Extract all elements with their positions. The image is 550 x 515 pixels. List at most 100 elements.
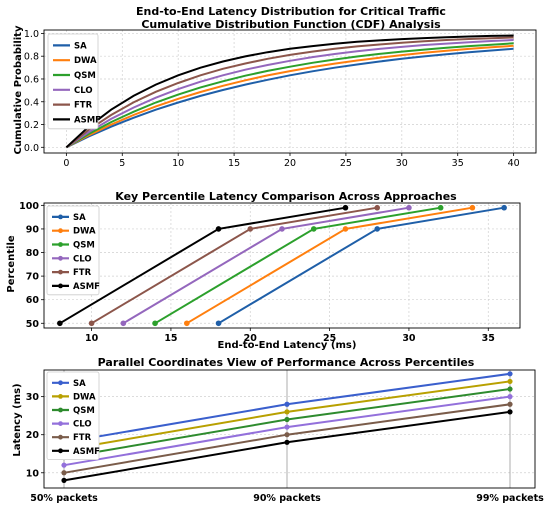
legend-label-ftr: FTR (73, 268, 92, 278)
percentile-point-qsm (310, 226, 317, 232)
percentile-line-dwa (186, 206, 473, 325)
y-tick-label: 90 (26, 224, 40, 235)
parallel-point-qsm (284, 416, 290, 423)
percentile-point-sa (501, 204, 507, 211)
x-tick-label: 5 (119, 158, 125, 169)
y-tick-label: 80 (26, 248, 40, 259)
percentile-point-clo (120, 320, 127, 327)
percentile-xlabel: End-to-End Latency (ms) (218, 340, 357, 351)
x-tick-label: 0 (63, 158, 69, 169)
parallel-point-sa (284, 401, 290, 407)
parallel-point-clo (61, 462, 67, 468)
y-tick-label: 60 (26, 295, 40, 306)
percentile-point-sa (215, 320, 222, 327)
parallel-ylabel: Latency (ms) (12, 383, 23, 456)
y-tick-label: 1.0 (24, 29, 39, 40)
legend-marker-clo (58, 421, 63, 426)
legend-label-qsm: QSM (73, 406, 95, 416)
legend-label-dwa: DWA (73, 227, 96, 237)
percentile-point-dwa (184, 320, 190, 327)
x-tick-label: 10 (172, 158, 184, 169)
legend-label-ftr: FTR (73, 433, 92, 443)
y-tick-label: 30 (26, 392, 40, 403)
x-tick-label: 15 (164, 333, 177, 344)
cdf-line-clo (65, 39, 514, 149)
percentile-point-sa (374, 226, 381, 232)
y-tick-label: 0.8 (24, 52, 39, 63)
legend-label-clo: CLO (73, 254, 92, 264)
plot-frame (43, 202, 521, 329)
parallel-point-qsm (507, 386, 513, 392)
parallel-point-dwa (507, 378, 513, 385)
percentile-point-clo (279, 226, 285, 232)
legend-label-clo: CLO (74, 86, 93, 96)
x-tick-label: 10 (85, 333, 99, 344)
legend-marker-asmf (58, 283, 63, 289)
x-tick-label: 35 (452, 158, 464, 169)
percentile-point-dwa (342, 226, 349, 232)
percentile-point-clo (406, 204, 412, 211)
x-tick-label: 20 (244, 333, 258, 344)
cdf-subtitle: Cumulative Distribution Function (CDF) A… (141, 18, 441, 31)
legend-label-sa: SA (73, 213, 86, 223)
percentile-point-dwa (469, 204, 476, 211)
y-tick-label: 10 (26, 468, 40, 479)
parallel-point-asmf (284, 439, 290, 445)
cdf-line-dwa (65, 44, 514, 149)
parallel-point-asmf (507, 409, 513, 415)
x-tick-label: 25 (340, 158, 352, 169)
y-tick-label: 0.4 (24, 97, 39, 108)
category-label: 99% packets (476, 493, 544, 504)
percentile-point-ftr (247, 226, 254, 232)
x-tick-label: 30 (402, 333, 416, 344)
legend-label-clo: CLO (73, 420, 92, 430)
plot-frame (43, 369, 536, 489)
percentile-point-asmf (342, 204, 349, 211)
y-tick-label: 0.6 (24, 74, 39, 85)
cdf-line-asmf (65, 34, 514, 149)
y-tick-label: 20 (26, 430, 40, 441)
legend-label-dwa: DWA (73, 392, 96, 402)
y-tick-label: 50 (26, 319, 40, 330)
percentile-point-asmf (215, 226, 222, 232)
legend-marker-qsm (58, 407, 63, 413)
legend-label-sa: SA (74, 41, 87, 51)
x-tick-label: 25 (323, 333, 336, 344)
legend-label-asmf: ASMF (74, 115, 101, 125)
plot-frame (43, 29, 537, 154)
percentile-point-ftr (374, 204, 381, 211)
percentile-title: Key Percentile Latency Comparison Across… (115, 190, 457, 203)
percentile-ylabel: Percentile (6, 235, 17, 293)
legend-marker-dwa (58, 394, 63, 399)
legend-marker-qsm (58, 242, 63, 247)
parallel-point-clo (284, 424, 290, 430)
parallel-point-sa (507, 371, 513, 377)
parallel-point-dwa (284, 409, 290, 415)
x-tick-label: 20 (284, 158, 296, 169)
x-tick-label: 35 (482, 333, 495, 344)
percentile-line-sa (217, 206, 505, 325)
cdf-title: End-to-End Latency Distribution for Crit… (136, 5, 446, 18)
category-label: 50% packets (30, 493, 98, 504)
cdf-line-ftr (65, 36, 514, 149)
percentile-point-ftr (88, 320, 95, 327)
y-tick-label: 0.0 (24, 143, 39, 154)
legend-marker-dwa (58, 228, 63, 234)
legend-label-sa: SA (73, 379, 86, 389)
legend-label-qsm: QSM (73, 241, 95, 251)
legend-marker-ftr (58, 434, 63, 440)
category-label: 90% packets (253, 493, 321, 504)
legend-label-asmf: ASMF (73, 447, 100, 457)
x-tick-label: 30 (396, 158, 408, 169)
x-tick-label: 40 (508, 158, 520, 169)
legend-marker-sa (58, 214, 63, 220)
percentile-point-asmf (57, 320, 63, 327)
legend-marker-clo (58, 255, 63, 261)
legend-label-ftr: FTR (74, 101, 93, 111)
legend-marker-asmf (58, 448, 63, 454)
parallel-point-clo (507, 394, 513, 400)
cdf-line-qsm (65, 42, 514, 149)
y-tick-label: 100 (19, 201, 39, 212)
parallel-point-ftr (61, 470, 67, 476)
